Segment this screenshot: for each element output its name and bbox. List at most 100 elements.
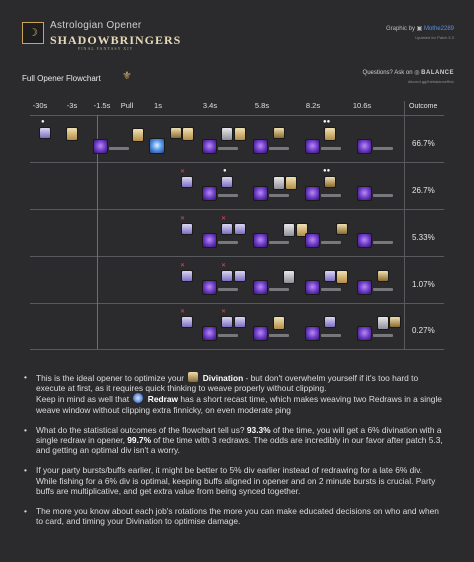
redraw-icon — [133, 393, 144, 404]
redraw-icon — [234, 223, 246, 235]
questions-text: Questions? Ask on ◎ BALANCE — [363, 69, 454, 76]
outcome-percent: 0.27% — [412, 326, 435, 335]
outcome-percent: 26.7% — [412, 186, 435, 195]
discord-icon: ▣ — [416, 26, 423, 32]
malefic-gcd-icon — [93, 139, 108, 154]
status-dot-icon: ● — [223, 168, 227, 174]
questions-prefix: Questions? Ask on — [362, 70, 413, 76]
cast-bar — [269, 194, 289, 197]
note-item: • This is the ideal opener to optimize y… — [24, 372, 444, 415]
tick-label: 8.2s — [305, 101, 321, 110]
malefic-gcd-icon — [357, 280, 372, 295]
redraw-icon — [181, 316, 193, 328]
card-play-icon — [377, 316, 389, 330]
cast-bar — [269, 334, 289, 337]
redraw-icon — [221, 270, 233, 282]
card-play-icon — [273, 316, 285, 330]
expansion-logo-subtext: FINAL FANTASY XIV — [78, 46, 134, 51]
note-emphasis: 93.3% — [246, 424, 271, 435]
redraw-icon — [181, 176, 193, 188]
card-play-icon — [132, 128, 144, 142]
redraw-fail-icon: ✕ — [180, 263, 186, 269]
outcome-divider — [404, 101, 405, 349]
tick-label: 10.6s — [352, 101, 372, 110]
flowchart-title: Full Opener Flowchart — [22, 74, 101, 83]
header: ☽ Astrologian Opener SHADOWBRINGERS FINA… — [0, 0, 474, 60]
cast-bar — [373, 334, 393, 337]
note-text: of the time, you will get a 6% divinatio… — [36, 424, 442, 446]
status-dot-icon: ● — [41, 119, 45, 125]
lightspeed-icon — [170, 127, 182, 139]
malefic-gcd-icon — [253, 139, 268, 154]
note-text: This is the ideal opener to optimize you… — [36, 373, 185, 383]
cast-bar — [321, 147, 341, 150]
divination-icon — [336, 223, 348, 235]
malefic-gcd-icon — [305, 139, 320, 154]
discord-link[interactable]: discord.gg/thebalanceffxiv — [407, 79, 454, 84]
redraw-icon — [181, 270, 193, 282]
flowchart-title-icon: ⚜ — [122, 70, 132, 82]
cast-bar — [218, 334, 238, 337]
redraw-icon — [221, 176, 233, 188]
card-play-icon — [66, 127, 78, 141]
redraw-fail-icon: ✕ — [221, 216, 227, 222]
note-text: The more you know about each job's rotat… — [36, 506, 439, 527]
outcome-row-4 — [30, 257, 444, 304]
redraw-fail-icon: ✕ — [221, 309, 227, 315]
credit-author-link[interactable]: Mothe2289 — [423, 26, 454, 32]
cast-bar — [321, 288, 341, 291]
cast-bar — [373, 194, 393, 197]
divination-icon — [324, 176, 336, 188]
redraw-icon — [324, 270, 336, 282]
balance-logo-icon: ◎ — [414, 70, 420, 76]
redraw-fail-icon: ✕ — [180, 216, 186, 222]
expansion-logo-text: SHADOWBRINGERS — [50, 33, 182, 47]
cast-bar — [109, 147, 129, 150]
note-text: What do the statistical outcomes of the … — [36, 424, 245, 435]
balance-brand[interactable]: BALANCE — [421, 70, 454, 76]
outcome-row-1 — [30, 116, 444, 163]
note-item: • The more you know about each job's rot… — [24, 506, 444, 526]
card-play-icon — [182, 127, 194, 141]
note-text: has a short recast time, which makes wea… — [36, 394, 442, 415]
notes-section: • This is the ideal opener to optimize y… — [24, 372, 444, 536]
malefic-gcd-icon — [253, 280, 268, 295]
card-play-icon — [283, 223, 295, 237]
note-text: - but don't overwhelm yourself if it's t… — [36, 373, 419, 394]
divination-icon — [188, 372, 199, 382]
outcome-row-3 — [30, 210, 444, 257]
cast-bar — [269, 147, 289, 150]
redraw-icon — [234, 316, 246, 328]
tick-label: 3.4s — [202, 101, 218, 110]
card-play-icon — [336, 270, 348, 284]
malefic-gcd-icon — [357, 233, 372, 248]
job-title: Astrologian Opener — [50, 20, 142, 31]
redraw-fail-icon: ✕ — [180, 169, 186, 175]
tick-label: Pull — [120, 101, 134, 110]
outcome-row-5 — [30, 304, 444, 350]
redraw-fail-icon: ✕ — [221, 263, 227, 269]
cast-bar — [269, 288, 289, 291]
tick-label: 1s — [154, 101, 162, 110]
status-dot-icon: ●● — [323, 168, 331, 174]
malefic-gcd-icon — [357, 326, 372, 341]
draw-prepull-icon — [39, 127, 51, 139]
tick-label: -1.5s — [93, 101, 111, 110]
outcome-row-2 — [30, 163, 444, 210]
redraw-icon — [181, 223, 193, 235]
note-emphasis: 99.7% — [127, 435, 152, 446]
redraw-fail-icon: ✕ — [180, 309, 186, 315]
malefic-gcd-icon — [305, 233, 320, 248]
combust-gcd-icon — [149, 138, 165, 154]
card-play-icon — [273, 176, 285, 190]
note-item: • If your party bursts/buffs earlier, it… — [24, 465, 444, 496]
note-item: • What do the statistical outcomes of th… — [24, 425, 444, 456]
cast-bar — [321, 334, 341, 337]
tick-label: -30s — [32, 101, 48, 110]
note-emphasis: Divination — [202, 373, 244, 383]
tick-label: -3s — [66, 101, 78, 110]
cast-bar — [218, 147, 238, 150]
bullet-icon: • — [24, 372, 27, 382]
divination-icon — [377, 270, 389, 282]
cast-bar — [373, 147, 393, 150]
